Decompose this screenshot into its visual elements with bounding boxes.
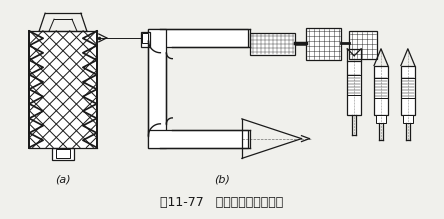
- FancyBboxPatch shape: [306, 28, 341, 60]
- FancyBboxPatch shape: [29, 31, 97, 148]
- FancyBboxPatch shape: [347, 61, 361, 115]
- FancyBboxPatch shape: [56, 150, 70, 158]
- FancyBboxPatch shape: [52, 148, 74, 160]
- FancyBboxPatch shape: [250, 33, 294, 55]
- FancyBboxPatch shape: [148, 29, 166, 148]
- FancyBboxPatch shape: [374, 65, 388, 115]
- FancyBboxPatch shape: [140, 32, 151, 47]
- FancyBboxPatch shape: [148, 29, 248, 47]
- Text: 图11-77   螺纹百分尺测量中径: 图11-77 螺纹百分尺测量中径: [160, 196, 284, 209]
- Text: (b): (b): [214, 174, 230, 184]
- FancyBboxPatch shape: [349, 31, 377, 59]
- FancyBboxPatch shape: [148, 130, 248, 148]
- FancyBboxPatch shape: [376, 115, 386, 123]
- FancyBboxPatch shape: [401, 65, 415, 115]
- Text: (a): (a): [55, 174, 71, 184]
- FancyBboxPatch shape: [142, 33, 148, 43]
- FancyBboxPatch shape: [403, 115, 413, 123]
